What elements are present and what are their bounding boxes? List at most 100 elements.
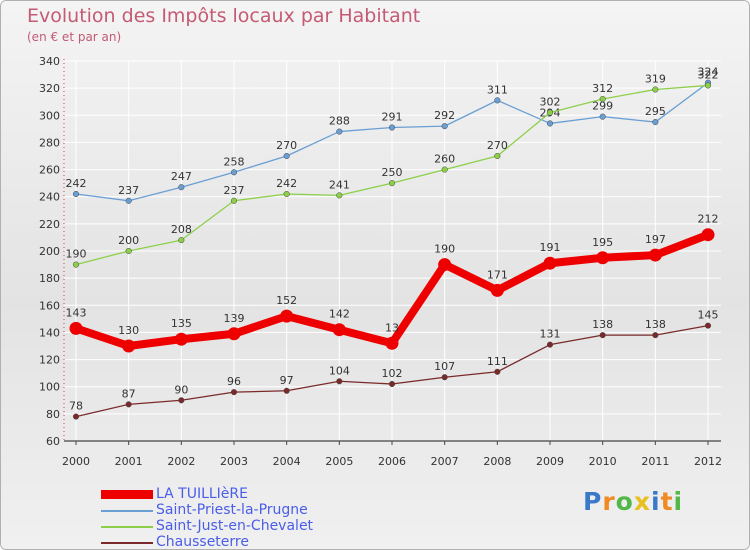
legend-label-saint-priest: Saint-Priest-la-Prugne: [156, 502, 308, 518]
logo-letter: t: [660, 487, 674, 516]
y-tick-label: 340: [39, 55, 60, 68]
data-point: [72, 413, 80, 420]
data-label: 324: [698, 66, 719, 79]
data-label: 87: [122, 387, 136, 400]
data-point: [652, 332, 659, 339]
x-tick-label: 2009: [536, 455, 564, 468]
logo-letter: i: [673, 487, 684, 516]
data-label: 208: [171, 223, 192, 236]
data-label: 97: [280, 374, 294, 387]
data-label: 96: [227, 375, 241, 388]
logo-letter: x: [633, 487, 651, 516]
data-label: 191: [540, 241, 561, 254]
proxiti-logo: Proxiti: [583, 487, 683, 516]
data-point: [230, 389, 238, 396]
data-point: [336, 378, 343, 385]
data-label: 302: [540, 96, 561, 109]
legend-swatch-la-tuilliere: [101, 490, 153, 499]
data-point: [178, 397, 185, 404]
data-label: 299: [592, 100, 613, 113]
x-tick-label: 2003: [220, 455, 248, 468]
data-label: 139: [224, 312, 245, 325]
y-tick-label: 120: [39, 354, 60, 367]
data-point: [494, 368, 501, 375]
data-label: 288: [329, 115, 350, 128]
data-point: [652, 119, 659, 126]
data-label: 319: [645, 73, 666, 86]
legend-item: Saint-Priest-la-Prugne: [101, 502, 361, 519]
data-point: [599, 113, 606, 120]
data-point: [227, 327, 241, 341]
data-label: 247: [171, 170, 192, 183]
data-point: [546, 120, 554, 127]
data-point: [283, 387, 290, 394]
chart-subtitle: (en € et par an): [27, 30, 122, 44]
y-tick-label: 300: [39, 109, 60, 122]
y-tick-label: 100: [39, 381, 60, 394]
y-tick-label: 200: [39, 245, 60, 258]
data-point: [230, 197, 238, 204]
data-point: [283, 190, 290, 198]
x-tick-label: 2004: [273, 455, 301, 468]
y-tick-label: 80: [46, 408, 60, 421]
data-point: [122, 339, 136, 353]
data-point: [441, 374, 448, 381]
legend-label-la-tuilliere: LA TUILLIèRE: [156, 486, 248, 502]
x-tick-label: 2010: [589, 455, 617, 468]
data-label: 258: [224, 155, 245, 168]
data-point: [72, 261, 80, 268]
data-point: [704, 82, 712, 89]
y-tick-label: 180: [39, 272, 60, 285]
legend-item: Chausseterre: [101, 534, 361, 549]
data-point: [336, 192, 343, 199]
data-label: 270: [487, 139, 508, 152]
x-tick-label: 2005: [325, 455, 353, 468]
logo-letter: i: [651, 487, 661, 516]
data-point: [230, 169, 238, 176]
y-tick-label: 260: [39, 164, 60, 177]
data-label: 143: [66, 306, 87, 319]
data-point: [441, 123, 448, 130]
series-saint-priest-la-prugne: 242237247258270288291292311294299295324: [66, 66, 719, 204]
y-tick-label: 280: [39, 136, 60, 149]
data-label: 190: [66, 248, 87, 261]
data-label: 131: [540, 328, 561, 341]
data-point: [546, 109, 554, 116]
legend-swatch-chausseterre: [101, 542, 153, 544]
data-label: 322: [698, 68, 719, 81]
data-point: [336, 128, 343, 135]
data-label: 195: [592, 236, 613, 249]
data-point: [543, 256, 557, 270]
data-label: 197: [645, 233, 666, 246]
y-tick-label: 160: [39, 299, 60, 312]
data-point: [494, 97, 501, 104]
data-label: 292: [434, 109, 455, 122]
data-point: [648, 248, 662, 262]
x-tick-label: 2008: [483, 455, 511, 468]
data-point: [72, 190, 80, 198]
data-label: 78: [69, 400, 83, 413]
data-label: 107: [434, 360, 455, 373]
data-point: [438, 258, 452, 272]
data-label: 295: [645, 105, 666, 118]
data-point: [69, 321, 83, 335]
data-label: 90: [174, 383, 188, 396]
data-point: [125, 401, 132, 408]
series-saint-just-en-chevalet: 190 200 208 237 242 241 250 260 270 302 312 319 322: [66, 68, 719, 268]
data-point: [174, 332, 188, 346]
data-label: 200: [118, 234, 139, 247]
x-tick-label: 2011: [641, 455, 669, 468]
y-tick-label: 220: [39, 218, 60, 231]
legend: LA TUILLIèRE Saint-Priest-la-Prugne Sain…: [101, 486, 361, 549]
data-label: 111: [487, 355, 508, 368]
legend-swatch-saint-just: [101, 526, 153, 528]
logo-letter: P: [583, 487, 603, 516]
data-point: [441, 166, 448, 173]
logo-letter: r: [602, 487, 616, 516]
data-label: 260: [434, 153, 455, 166]
data-label: 242: [66, 177, 87, 190]
data-point: [704, 322, 712, 329]
chart-title: Evolution des Impôts locaux par Habitant: [27, 5, 421, 27]
